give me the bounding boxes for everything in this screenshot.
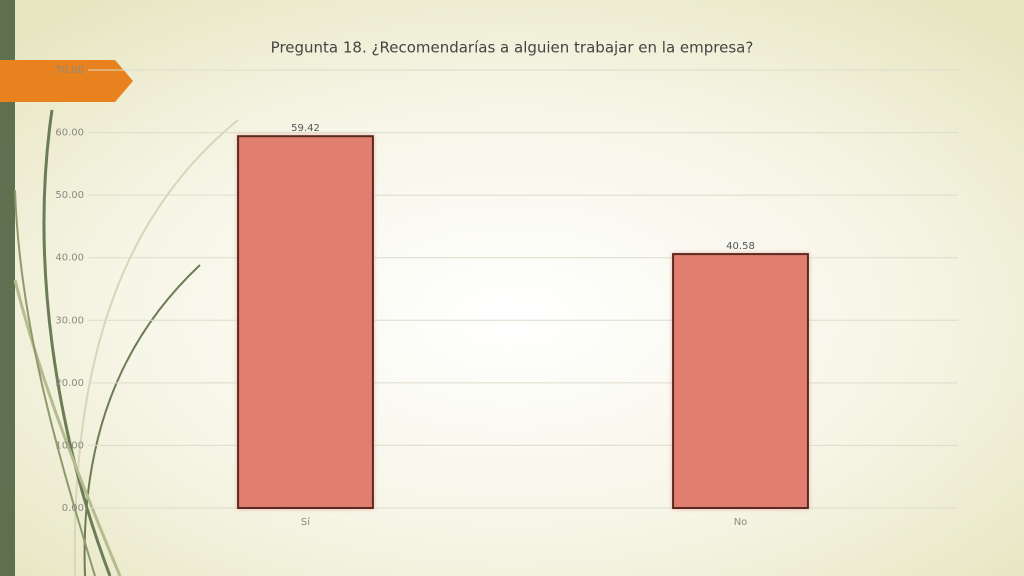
value-label: 59.42 <box>291 123 320 134</box>
decoration <box>13 109 239 576</box>
y-tick-label: 30.00 <box>55 315 84 326</box>
y-tick-label: 10.00 <box>55 440 84 451</box>
chart-title: Pregunta 18. ¿Recomendarías a alguien tr… <box>271 39 754 57</box>
x-tick-label: Sí <box>301 516 311 528</box>
y-tick-label: 60.00 <box>55 128 84 139</box>
value-label: 40.58 <box>726 241 755 252</box>
y-tick-label: 50.00 <box>55 190 84 201</box>
x-tick-label: No <box>734 517 748 528</box>
y-tick-label: 20.00 <box>55 378 84 389</box>
bar <box>672 253 809 509</box>
y-tick-label: 70.00 <box>55 65 84 76</box>
y-tick-label: 40.00 <box>55 253 84 264</box>
side-stripe <box>0 0 15 576</box>
bar <box>237 135 374 510</box>
y-tick-label: 0.00 <box>62 503 84 514</box>
